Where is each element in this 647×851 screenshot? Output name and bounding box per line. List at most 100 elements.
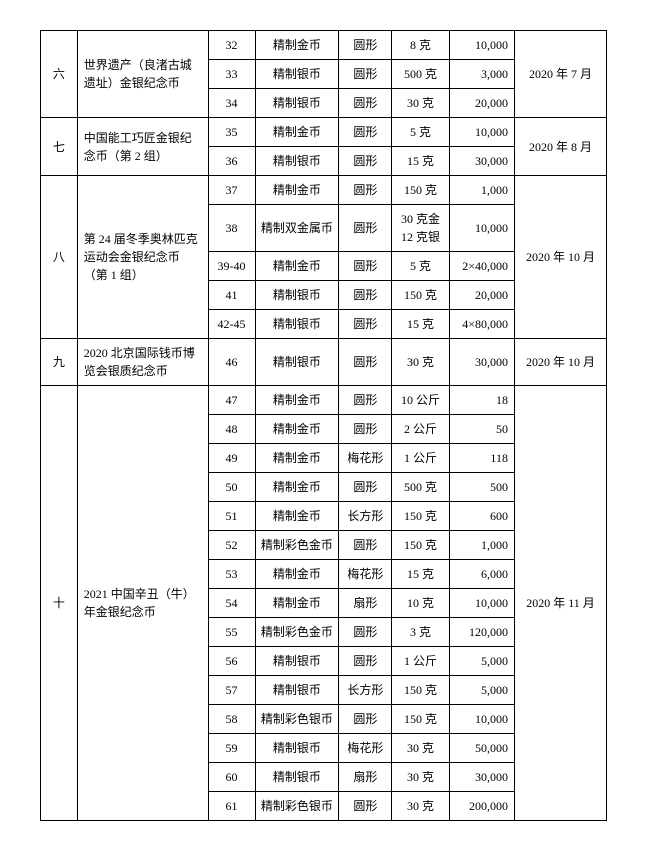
- item-type: 精制银币: [255, 89, 339, 118]
- item-spec: 15 克: [392, 147, 449, 176]
- item-type: 精制彩色金币: [255, 618, 339, 647]
- item-shape: 扇形: [339, 763, 392, 792]
- group-index: 九: [41, 339, 78, 386]
- item-no: 53: [208, 560, 255, 589]
- item-qty: 600: [449, 502, 514, 531]
- item-no: 61: [208, 792, 255, 821]
- item-type: 精制金币: [255, 560, 339, 589]
- item-no: 49: [208, 444, 255, 473]
- item-shape: 扇形: [339, 589, 392, 618]
- item-shape: 圆形: [339, 147, 392, 176]
- item-shape: 圆形: [339, 205, 392, 252]
- item-type: 精制银币: [255, 676, 339, 705]
- group-date: 2020 年 10 月: [514, 176, 606, 339]
- item-shape: 圆形: [339, 89, 392, 118]
- item-qty: 1,000: [449, 531, 514, 560]
- item-type: 精制银币: [255, 647, 339, 676]
- item-spec: 500 克: [392, 60, 449, 89]
- item-spec: 10 克: [392, 589, 449, 618]
- item-spec: 150 克: [392, 502, 449, 531]
- item-spec: 1 公斤: [392, 444, 449, 473]
- item-spec: 30 克: [392, 792, 449, 821]
- item-shape: 圆形: [339, 415, 392, 444]
- item-spec: 30 克: [392, 339, 449, 386]
- item-shape: 圆形: [339, 339, 392, 386]
- item-no: 57: [208, 676, 255, 705]
- item-type: 精制金币: [255, 444, 339, 473]
- item-no: 47: [208, 386, 255, 415]
- item-qty: 5,000: [449, 676, 514, 705]
- item-qty: 1,000: [449, 176, 514, 205]
- item-qty: 200,000: [449, 792, 514, 821]
- item-shape: 圆形: [339, 531, 392, 560]
- item-spec: 30 克: [392, 89, 449, 118]
- item-no: 38: [208, 205, 255, 252]
- item-spec: 150 克: [392, 531, 449, 560]
- group-name: 世界遗产（良渚古城遗址）金银纪念币: [77, 31, 208, 118]
- item-no: 51: [208, 502, 255, 531]
- item-type: 精制金币: [255, 415, 339, 444]
- item-shape: 圆形: [339, 705, 392, 734]
- group-index: 六: [41, 31, 78, 118]
- table-row: 九2020 北京国际钱币博览会银质纪念币46精制银币圆形30 克30,00020…: [41, 339, 607, 386]
- item-qty: 10,000: [449, 118, 514, 147]
- table-row: 六世界遗产（良渚古城遗址）金银纪念币32精制金币圆形8 克10,0002020 …: [41, 31, 607, 60]
- item-type: 精制金币: [255, 589, 339, 618]
- item-type: 精制银币: [255, 339, 339, 386]
- item-spec: 1 公斤: [392, 647, 449, 676]
- table-row: 八第 24 届冬季奥林匹克运动会金银纪念币（第 1 组）37精制金币圆形150 …: [41, 176, 607, 205]
- group-name: 中国能工巧匠金银纪念币（第 2 组）: [77, 118, 208, 176]
- item-shape: 圆形: [339, 647, 392, 676]
- item-qty: 10,000: [449, 31, 514, 60]
- item-shape: 长方形: [339, 502, 392, 531]
- table-row: 十2021 中国辛丑（牛）年金银纪念币47精制金币圆形10 公斤182020 年…: [41, 386, 607, 415]
- item-qty: 5,000: [449, 647, 514, 676]
- group-name: 2021 中国辛丑（牛）年金银纪念币: [77, 386, 208, 821]
- group-name: 2020 北京国际钱币博览会银质纪念币: [77, 339, 208, 386]
- item-spec: 30 克: [392, 734, 449, 763]
- item-no: 52: [208, 531, 255, 560]
- item-no: 42-45: [208, 310, 255, 339]
- table-row: 七中国能工巧匠金银纪念币（第 2 组）35精制金币圆形5 克10,0002020…: [41, 118, 607, 147]
- item-type: 精制金币: [255, 176, 339, 205]
- item-spec: 2 公斤: [392, 415, 449, 444]
- item-type: 精制彩色银币: [255, 792, 339, 821]
- item-type: 精制银币: [255, 60, 339, 89]
- item-no: 48: [208, 415, 255, 444]
- item-type: 精制银币: [255, 310, 339, 339]
- item-spec: 150 克: [392, 705, 449, 734]
- group-name: 第 24 届冬季奥林匹克运动会金银纪念币（第 1 组）: [77, 176, 208, 339]
- item-shape: 圆形: [339, 60, 392, 89]
- group-index: 十: [41, 386, 78, 821]
- item-qty: 4×80,000: [449, 310, 514, 339]
- group-date: 2020 年 10 月: [514, 339, 606, 386]
- item-spec: 5 克: [392, 252, 449, 281]
- item-spec: 3 克: [392, 618, 449, 647]
- item-type: 精制金币: [255, 31, 339, 60]
- item-shape: 长方形: [339, 676, 392, 705]
- item-qty: 2×40,000: [449, 252, 514, 281]
- coin-plan-table: 六世界遗产（良渚古城遗址）金银纪念币32精制金币圆形8 克10,0002020 …: [40, 30, 607, 821]
- item-shape: 圆形: [339, 618, 392, 647]
- item-no: 56: [208, 647, 255, 676]
- item-no: 32: [208, 31, 255, 60]
- item-qty: 3,000: [449, 60, 514, 89]
- item-qty: 120,000: [449, 618, 514, 647]
- group-date: 2020 年 8 月: [514, 118, 606, 176]
- group-index: 八: [41, 176, 78, 339]
- item-spec: 10 公斤: [392, 386, 449, 415]
- item-no: 50: [208, 473, 255, 502]
- item-no: 37: [208, 176, 255, 205]
- item-type: 精制银币: [255, 763, 339, 792]
- item-shape: 梅花形: [339, 560, 392, 589]
- item-no: 34: [208, 89, 255, 118]
- item-qty: 20,000: [449, 281, 514, 310]
- item-qty: 30,000: [449, 147, 514, 176]
- item-no: 46: [208, 339, 255, 386]
- item-type: 精制彩色银币: [255, 705, 339, 734]
- item-spec: 150 克: [392, 176, 449, 205]
- item-qty: 30,000: [449, 339, 514, 386]
- group-index: 七: [41, 118, 78, 176]
- item-shape: 圆形: [339, 31, 392, 60]
- item-qty: 10,000: [449, 705, 514, 734]
